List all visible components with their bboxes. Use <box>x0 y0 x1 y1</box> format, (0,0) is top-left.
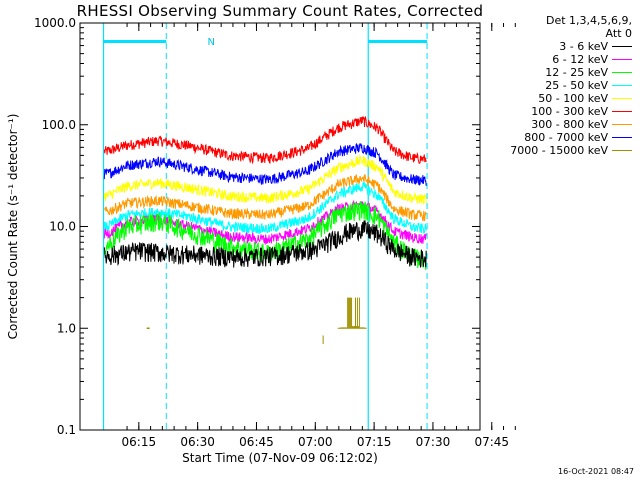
legend-entry: 3 - 6 keV <box>486 40 636 53</box>
legend-label: 100 - 300 keV <box>531 105 608 118</box>
x-tick-label: 06:45 <box>239 435 274 449</box>
x-tick-label: 07:00 <box>298 435 333 449</box>
legend-label: 12 - 25 keV <box>545 66 608 79</box>
legend-entry: 300 - 800 keV <box>486 118 636 131</box>
legend-entry: 7000 - 15000 keV <box>486 144 636 157</box>
legend-swatch <box>612 85 632 86</box>
y-axis-label: Corrected Count Rate (s⁻¹ detector⁻¹) <box>6 114 20 340</box>
series-line <box>104 173 427 222</box>
series-line <box>103 154 427 205</box>
series-line <box>103 142 427 186</box>
legend-swatch <box>612 111 632 112</box>
x-tick-label: 07:15 <box>357 435 392 449</box>
legend-entry: 100 - 300 keV <box>486 105 636 118</box>
y-tick-label: 1.0 <box>57 321 76 335</box>
legend-entry: 50 - 100 keV <box>486 92 636 105</box>
chart-title: RHESSI Observing Summary Count Rates, Co… <box>76 2 484 20</box>
x-axis-label: Start Time (07-Nov-09 06:12:02) <box>182 451 378 465</box>
legend-swatch <box>612 137 632 138</box>
legend-swatch <box>612 59 632 60</box>
y-tick-label: 100.0 <box>42 118 76 132</box>
legend-entry: 25 - 50 keV <box>486 79 636 92</box>
legend-header-attenuator: Att 0 <box>605 27 632 40</box>
legend-entry: 6 - 12 keV <box>486 53 636 66</box>
legend-swatch <box>612 150 632 151</box>
legend-label: 300 - 800 keV <box>531 118 608 131</box>
annotation-label: N <box>208 37 215 48</box>
series-line <box>103 181 427 236</box>
legend-label: 7000 - 15000 keV <box>510 144 608 157</box>
legend-entries: 3 - 6 keV 6 - 12 keV 12 - 25 keV 25 - 50 ke… <box>486 40 636 157</box>
legend-label: 25 - 50 keV <box>545 79 608 92</box>
y-tick-label: 10.0 <box>49 220 76 234</box>
night-bar <box>368 40 428 43</box>
legend-entry: 12 - 25 keV <box>486 66 636 79</box>
generated-timestamp: 16-Oct-2021 08:47 <box>558 467 634 476</box>
legend-label: 6 - 12 keV <box>552 53 608 66</box>
legend-swatch <box>612 124 632 125</box>
night-bar <box>103 40 167 43</box>
legend-swatch <box>612 46 632 47</box>
legend-swatch <box>612 98 632 99</box>
x-tick-label: 06:30 <box>180 435 215 449</box>
y-tick-label: 1000.0 <box>34 16 76 30</box>
legend-label: 800 - 7000 keV <box>524 131 608 144</box>
legend-label: 3 - 6 keV <box>559 40 608 53</box>
series-line <box>103 220 427 268</box>
legend: Det 1,3,4,5,6,9, Att 0 3 - 6 keV 6 - 12 k… <box>486 14 636 157</box>
x-tick-label: 06:15 <box>122 435 157 449</box>
x-tick-label: 07:30 <box>416 435 451 449</box>
series-line <box>103 115 427 165</box>
legend-label: 50 - 100 keV <box>538 92 608 105</box>
legend-header-detectors: Det 1,3,4,5,6,9, <box>545 14 632 27</box>
legend-swatch <box>612 72 632 73</box>
x-tick-label: 07:45 <box>474 435 509 449</box>
y-tick-label: 0.1 <box>57 423 76 437</box>
legend-entry: 800 - 7000 keV <box>486 131 636 144</box>
